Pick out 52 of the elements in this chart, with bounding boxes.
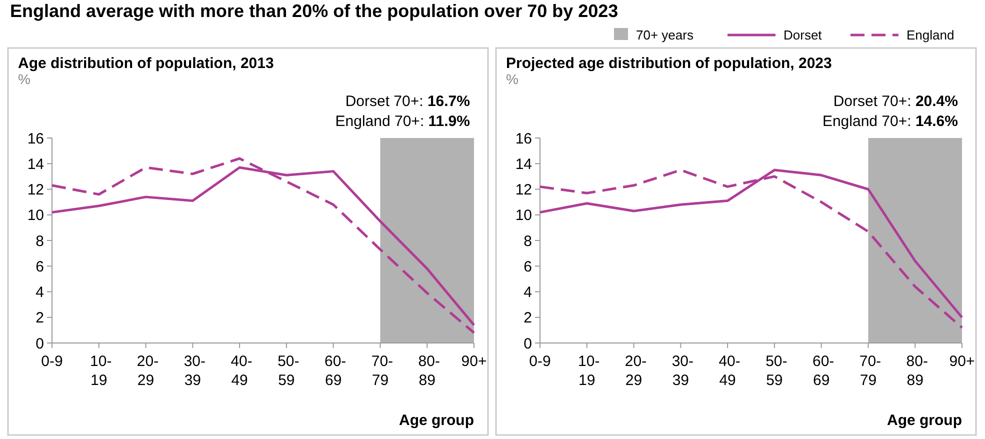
chart-title: Age distribution of population, 2013	[18, 55, 274, 72]
y-tick-label: 16	[27, 130, 44, 148]
x-tick-label: 50-59	[278, 353, 300, 389]
y-tick-label: 10	[515, 207, 532, 224]
y-tick-label: 2	[524, 310, 532, 327]
text: England 70+: 14.6%	[822, 113, 958, 130]
x-tick-label: 30-39	[672, 353, 694, 389]
x-tick-label: 10-19	[90, 353, 112, 389]
text: Dorset 70+: 20.4%	[833, 93, 958, 110]
legend-label: England	[906, 28, 954, 43]
x-tick-label: 70-79	[859, 353, 882, 389]
y-tick-label: 6	[524, 258, 532, 276]
x-axis-title: Age group	[887, 412, 962, 429]
y-tick-label: 0	[524, 335, 532, 352]
y-tick-label: 16	[515, 130, 532, 148]
y-tick-label: 8	[524, 232, 532, 250]
x-tick-label: 10-19	[578, 353, 600, 389]
x-tick-label: 30-39	[184, 353, 206, 389]
y-tick-label: 8	[36, 232, 44, 250]
text: England average with more than 20% of the population over 70 by 2023	[10, 1, 618, 21]
chart-title: Projected age distribution of population, 2023	[506, 55, 832, 72]
legend-label: 70+ years	[636, 28, 694, 43]
y-tick-label: 12	[515, 182, 532, 198]
text: England 70+: 11.9%	[335, 113, 470, 130]
y-tick-label: 12	[27, 182, 44, 198]
x-tick-label: 50-59	[766, 353, 788, 389]
x-tick-label: 80-89	[418, 353, 440, 389]
x-tick-label: 0-9	[529, 353, 551, 370]
y-tick-label: 0	[36, 335, 44, 352]
x-tick-label: 20-29	[136, 353, 159, 389]
y-tick-label: 4	[524, 284, 532, 301]
y-tick-label: 4	[36, 284, 44, 301]
x-tick-label: 70-79	[371, 353, 394, 389]
x-tick-label: 60-69	[812, 353, 834, 389]
x-tick-label: 60-69	[324, 353, 346, 389]
y-tick-label: 6	[36, 258, 44, 276]
x-tick-label: 40-49	[718, 353, 740, 389]
legend-label: Dorset	[784, 28, 822, 43]
x-tick-label: 90+	[949, 353, 975, 370]
x-tick-label: 80-89	[906, 353, 928, 389]
y-tick-label: 14	[515, 156, 532, 173]
y-axis-title: %	[18, 71, 30, 87]
text: Dorset 70+: 16.7%	[345, 93, 470, 110]
y-axis-title: %	[506, 71, 518, 87]
x-tick-label: 20-29	[624, 353, 647, 389]
x-tick-label: 0-9	[41, 353, 63, 370]
x-axis-title: Age group	[399, 412, 474, 429]
y-tick-label: 2	[36, 310, 44, 327]
y-tick-label: 10	[27, 207, 44, 224]
y-tick-label: 14	[27, 156, 44, 173]
x-tick-label: 40-49	[230, 353, 252, 389]
x-tick-label: 90+	[461, 353, 487, 370]
